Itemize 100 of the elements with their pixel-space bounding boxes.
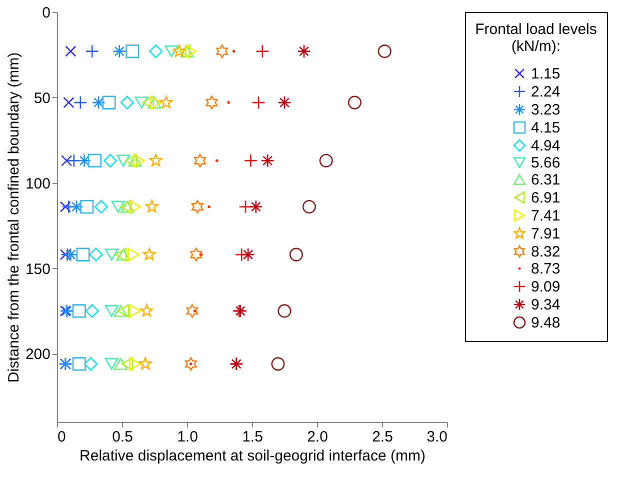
point (60, 305, 71, 317)
point (200, 253, 203, 256)
legend-label: 7.91 (531, 226, 560, 242)
point (216, 159, 218, 162)
point (260, 154, 274, 168)
point (297, 44, 311, 58)
point (186, 304, 198, 318)
point (104, 154, 118, 168)
point (60, 249, 71, 260)
point (104, 248, 118, 261)
point (126, 44, 140, 58)
legend-label: 8.73 (531, 260, 560, 278)
legend-label: 4.15 (531, 120, 560, 136)
point (80, 200, 94, 214)
x-tick-label: 3.0 (426, 428, 448, 446)
point (128, 248, 140, 262)
point (191, 200, 204, 214)
legend-label: 5.66 (531, 154, 560, 172)
point (378, 44, 392, 58)
y-tick-label: 200 (25, 346, 50, 364)
point (227, 101, 230, 104)
point (61, 155, 72, 166)
point (76, 248, 90, 262)
point (114, 358, 128, 370)
legend-label: 9.34 (531, 296, 560, 314)
point (94, 200, 108, 214)
point (129, 357, 141, 371)
y-tick-label: 50 (34, 90, 50, 107)
x-tick-label: 2.5 (372, 428, 393, 446)
point (120, 96, 134, 110)
point (149, 154, 162, 166)
point (78, 154, 92, 168)
point (278, 96, 292, 110)
point (142, 248, 156, 260)
point (117, 304, 130, 318)
y-tick-label: 0 (42, 4, 50, 22)
legend-label: 9.09 (531, 278, 560, 296)
point (289, 248, 303, 262)
legend-label: 6.91 (531, 190, 560, 206)
point (145, 200, 158, 212)
point (149, 44, 163, 58)
x-tick-label: 0.5 (112, 428, 133, 446)
point (244, 154, 258, 168)
point (114, 248, 127, 262)
point (142, 96, 154, 110)
point (271, 357, 285, 371)
point (180, 45, 194, 58)
point (190, 362, 192, 366)
point (104, 358, 118, 370)
legend-label: 6.31 (531, 172, 560, 188)
legend-label: 8.32 (531, 244, 560, 260)
point (112, 44, 126, 58)
point (238, 200, 252, 214)
point (74, 96, 88, 110)
point (85, 304, 99, 318)
y-axis-title: Distance from the frontal confined boundary (mm) (5, 52, 22, 383)
point (72, 304, 86, 318)
legend-label: 3.23 (531, 102, 560, 118)
point (89, 248, 103, 262)
point (190, 248, 202, 262)
point (256, 44, 270, 58)
legend-label: 9.48 (531, 314, 560, 332)
point (132, 154, 145, 168)
point (72, 357, 86, 371)
point (232, 50, 236, 53)
point (121, 357, 134, 371)
point (241, 248, 255, 262)
point (128, 154, 142, 167)
legend-label: 4.94 (531, 138, 560, 154)
point (172, 44, 186, 57)
point (67, 154, 81, 168)
point (85, 44, 99, 58)
point (102, 96, 116, 110)
point (184, 44, 197, 58)
point (216, 44, 228, 58)
point (116, 248, 130, 261)
point (138, 357, 152, 370)
point (206, 96, 218, 110)
x-tick-label: 1.0 (177, 428, 198, 446)
point (60, 201, 71, 212)
point (111, 200, 125, 213)
point (319, 154, 333, 168)
legend-label: 1.15 (531, 66, 560, 82)
point (92, 96, 106, 110)
point (178, 44, 190, 58)
point (88, 154, 102, 168)
point (160, 96, 173, 108)
point (63, 96, 74, 108)
y-tick-label: 150 (25, 260, 50, 278)
point (193, 310, 196, 312)
point (65, 46, 76, 57)
point (348, 96, 362, 110)
point (104, 305, 118, 317)
point (249, 200, 263, 214)
point (114, 305, 128, 317)
y-tick-label: 100 (25, 175, 50, 192)
legend-title: Frontal load levels (kN/m): (475, 21, 597, 55)
legend-label: 2.24 (531, 84, 560, 100)
point (164, 45, 178, 58)
x-tick-label: 1.5 (242, 428, 263, 446)
